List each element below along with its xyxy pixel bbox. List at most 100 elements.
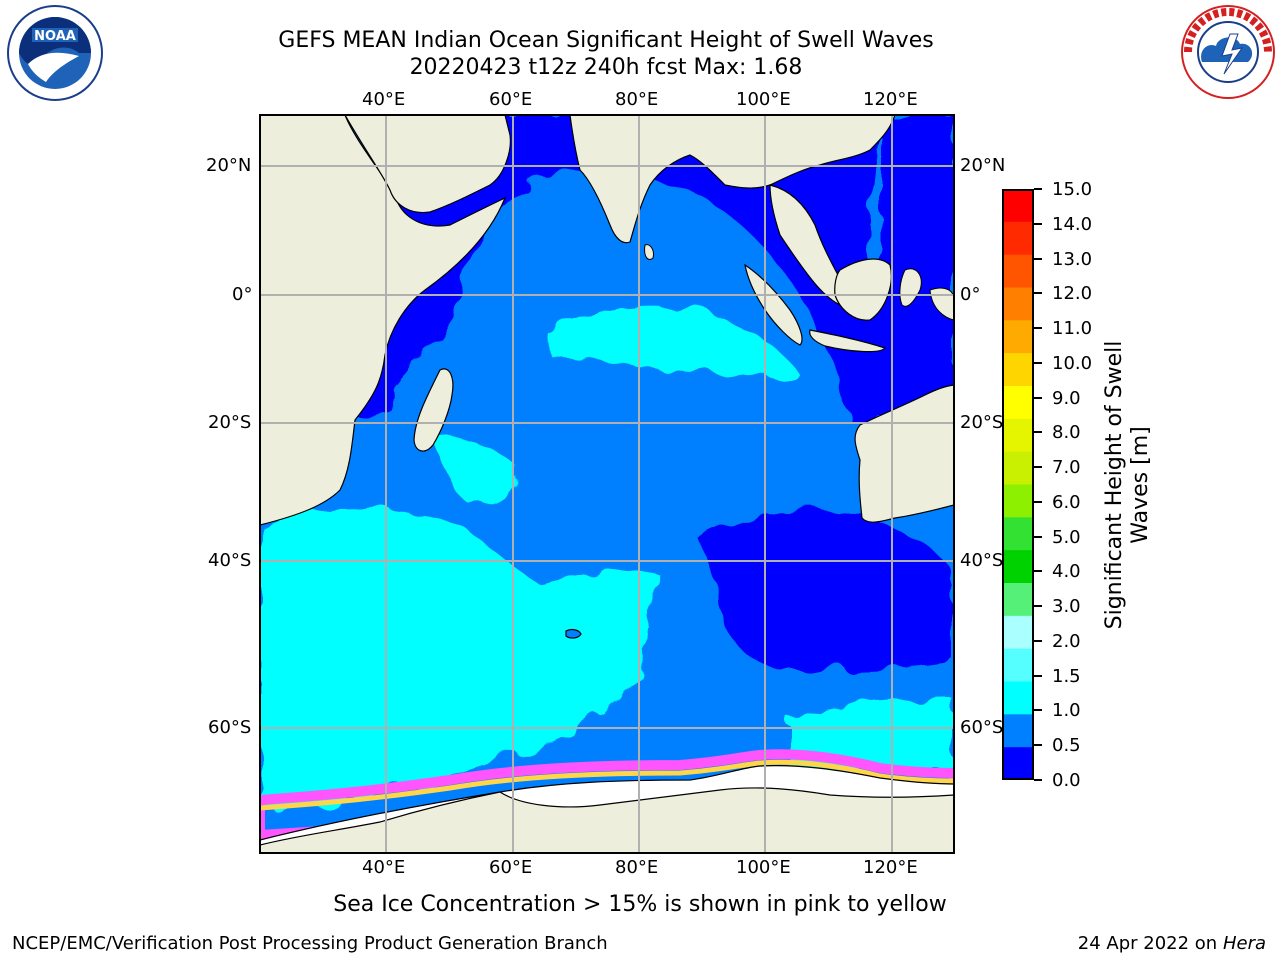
colorbar-tick-mark bbox=[1034, 188, 1042, 190]
colorbar-cell bbox=[1002, 353, 1034, 387]
colorbar-tick-label: 11.0 bbox=[1052, 318, 1093, 340]
colorbar-cell bbox=[1002, 221, 1034, 256]
lon-tick-bottom: 60°E bbox=[489, 857, 533, 878]
lon-tick-bottom: 80°E bbox=[615, 857, 659, 878]
colorbar-cell bbox=[1002, 386, 1034, 420]
swell-band-1-1.5m bbox=[260, 305, 954, 815]
colorbar-tick-mark bbox=[1034, 709, 1042, 712]
colorbar-cell bbox=[1002, 287, 1034, 321]
footer-host: Hera bbox=[1222, 933, 1266, 954]
colorbar-cell bbox=[1002, 517, 1034, 551]
chart-subtitle: 20220423 t12z 240h fcst Max: 1.68 bbox=[409, 55, 803, 80]
colorbar-cell bbox=[1002, 451, 1034, 485]
colorbar-tick-mark bbox=[1034, 361, 1042, 364]
lon-tick-top: 100°E bbox=[736, 89, 791, 110]
colorbar-tick-label: 1.0 bbox=[1052, 700, 1081, 722]
colorbar-cell bbox=[1002, 648, 1034, 682]
lon-tick-top: 80°E bbox=[615, 89, 659, 110]
lat-tick-right: 60°S bbox=[960, 717, 1004, 738]
colorbar-tick-mark bbox=[1034, 744, 1042, 747]
colorbar-cell bbox=[1002, 615, 1034, 650]
colorbar-cell bbox=[1002, 254, 1034, 288]
lon-tick-bottom: 120°E bbox=[863, 857, 918, 878]
colorbar-tick-mark bbox=[1034, 327, 1042, 330]
colorbar-title: Significant Height of Swell Waves [m] bbox=[1102, 340, 1153, 630]
lat-tick-left: 20°N bbox=[206, 155, 252, 176]
colorbar-tick-label: 15.0 bbox=[1052, 179, 1093, 200]
swell-band-0-0.5m bbox=[350, 115, 954, 670]
south-asia-landmass bbox=[569, 115, 896, 244]
colorbar-tick-mark bbox=[1034, 396, 1042, 399]
colorbar-cell bbox=[1002, 714, 1034, 748]
colorbar-cell bbox=[1002, 681, 1034, 715]
madagascar bbox=[413, 368, 454, 452]
colorbar-tick-mark bbox=[1034, 779, 1042, 781]
colorbar-tick-mark bbox=[1034, 292, 1042, 295]
footer-date: 24 Apr 2022 on Hera bbox=[1077, 933, 1266, 954]
lat-tick-left: 40°S bbox=[208, 550, 252, 571]
colorbar-tick-label: 9.0 bbox=[1052, 387, 1081, 409]
colorbar-cell bbox=[1002, 747, 1034, 780]
colorbar-tick-mark bbox=[1034, 222, 1042, 225]
noaa-logo: NOAA bbox=[7, 5, 103, 101]
colorbar-cell bbox=[1002, 484, 1034, 518]
sea-ice-inner bbox=[260, 759, 954, 811]
colorbar-cell bbox=[1002, 418, 1034, 453]
lat-tick-left: 20°S bbox=[208, 412, 252, 433]
colorbar-tick-label: 13.0 bbox=[1052, 248, 1093, 270]
borneo bbox=[834, 258, 892, 321]
chart-title: GEFS MEAN Indian Ocean Significant Heigh… bbox=[278, 28, 934, 53]
antarctica-land bbox=[260, 787, 954, 853]
colorbar-tick-mark bbox=[1034, 466, 1042, 469]
colorbar-tick-label: 3.0 bbox=[1052, 596, 1081, 618]
graticule bbox=[260, 115, 954, 853]
colorbar-tick-mark bbox=[1034, 639, 1042, 642]
colorbar-tick-label: 6.0 bbox=[1052, 491, 1081, 513]
colorbar-tick-mark bbox=[1034, 257, 1042, 260]
lon-tick-bottom: 100°E bbox=[736, 857, 791, 878]
lat-tick-right: 20°S bbox=[960, 412, 1004, 433]
java bbox=[809, 329, 887, 353]
colorbar-tick-label: 0.5 bbox=[1052, 735, 1081, 757]
colorbar-tick-mark bbox=[1034, 500, 1042, 503]
footer-producer: NCEP/EMC/Verification Post Processing Pr… bbox=[12, 933, 608, 954]
sea-ice-fringe bbox=[260, 749, 954, 841]
colorbar-tick-mark bbox=[1034, 431, 1042, 434]
colorbar-tick-label: 5.0 bbox=[1052, 526, 1081, 548]
lon-tick-bottom: 40°E bbox=[362, 857, 406, 878]
svg-text:NOAA: NOAA bbox=[34, 29, 76, 44]
colorbar-cell bbox=[1002, 583, 1034, 617]
colorbar-tick-label: 1.5 bbox=[1052, 665, 1081, 687]
lat-tick-left: 0° bbox=[232, 284, 253, 305]
colorbar-tick-label: 7.0 bbox=[1052, 457, 1081, 479]
kerguelen-islands bbox=[565, 628, 582, 639]
map-frame bbox=[259, 114, 955, 854]
colorbar-tick-label: 0.0 bbox=[1052, 770, 1081, 791]
colorbar-tick-mark bbox=[1034, 674, 1042, 677]
colorbar-tick-mark bbox=[1034, 605, 1042, 608]
lat-tick-right: 20°N bbox=[960, 155, 1006, 176]
lon-tick-top: 40°E bbox=[362, 89, 406, 110]
lat-tick-right: 40°S bbox=[960, 550, 1004, 571]
lat-tick-right: 0° bbox=[960, 284, 981, 305]
colorbar-tick-label: 14.0 bbox=[1052, 213, 1093, 235]
colorbar-tick-label: 12.0 bbox=[1052, 283, 1093, 305]
colorbar-cell bbox=[1002, 189, 1034, 223]
colorbar-tick-label: 10.0 bbox=[1052, 352, 1093, 374]
lon-tick-top: 120°E bbox=[863, 89, 918, 110]
lon-tick-top: 60°E bbox=[489, 89, 533, 110]
colorbar-tick-mark bbox=[1034, 535, 1042, 538]
colorbar-tick-label: 2.0 bbox=[1052, 630, 1081, 652]
sea-ice-caption: Sea Ice Concentration > 15% is shown in … bbox=[333, 892, 947, 917]
colorbar-cell bbox=[1002, 550, 1034, 584]
sumatra bbox=[744, 263, 803, 346]
colorbar bbox=[1002, 189, 1034, 780]
australia bbox=[854, 384, 954, 523]
national-weather-service-logo bbox=[1181, 5, 1275, 99]
colorbar-tick-label: 8.0 bbox=[1052, 422, 1081, 444]
colorbar-tick-label: 4.0 bbox=[1052, 561, 1081, 583]
lat-tick-left: 60°S bbox=[208, 717, 252, 738]
colorbar-cell bbox=[1002, 320, 1034, 354]
colorbar-tick-mark bbox=[1034, 570, 1042, 573]
